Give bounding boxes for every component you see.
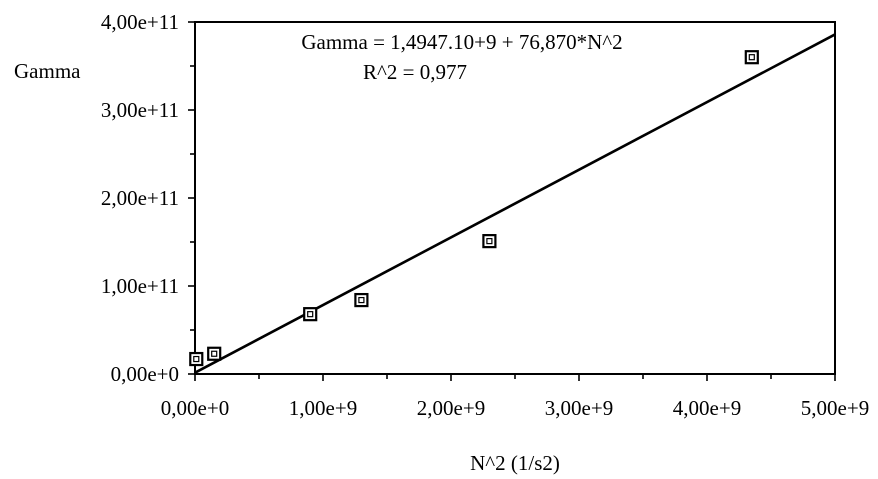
y-tick-label: 1,00e+11: [101, 274, 179, 298]
y-tick-label: 2,00e+11: [101, 186, 179, 210]
regression-line: [194, 33, 836, 374]
x-tick-label: 0,00e+0: [161, 396, 229, 420]
data-point: [303, 307, 318, 322]
x-tick-label: 5,00e+9: [801, 396, 869, 420]
data-point-marker-inner: [486, 238, 493, 245]
tick-marks: [188, 21, 836, 381]
y-tick-label: 3,00e+11: [101, 98, 179, 122]
y-tick-label: 4,00e+11: [101, 10, 179, 34]
data-point: [354, 292, 369, 308]
regression-equation: Gamma = 1,4947.10+9 + 76,870*N^2: [301, 30, 622, 54]
x-tick-label: 3,00e+9: [545, 396, 613, 420]
x-tick-labels: 0,00e+0 1,00e+9 2,00e+9 3,00e+9 4,00e+9 5,00e…: [161, 396, 869, 420]
data-point-marker-inner: [193, 355, 200, 363]
y-axis-label: Gamma: [14, 59, 81, 83]
data-point-marker-inner: [358, 296, 365, 304]
data-point: [207, 346, 222, 361]
plot-frame: [194, 21, 836, 375]
data-point: [744, 50, 759, 65]
data-points: [189, 50, 759, 367]
data-point-marker-inner: [748, 54, 755, 61]
y-tick-label: 0,00e+0: [111, 362, 179, 386]
data-point-marker-inner: [307, 311, 314, 318]
y-tick-labels: 0,00e+0 1,00e+11 2,00e+11 3,00e+11 4,00e+11: [101, 10, 179, 386]
x-tick-label: 4,00e+9: [673, 396, 741, 420]
r-squared-label: R^2 = 0,977: [363, 60, 467, 84]
x-tick-label: 2,00e+9: [417, 396, 485, 420]
data-point-marker-inner: [211, 350, 218, 357]
x-tick-label: 1,00e+9: [289, 396, 357, 420]
x-axis-label: N^2 (1/s2): [470, 451, 560, 475]
data-point: [189, 351, 204, 367]
data-point: [482, 234, 497, 249]
